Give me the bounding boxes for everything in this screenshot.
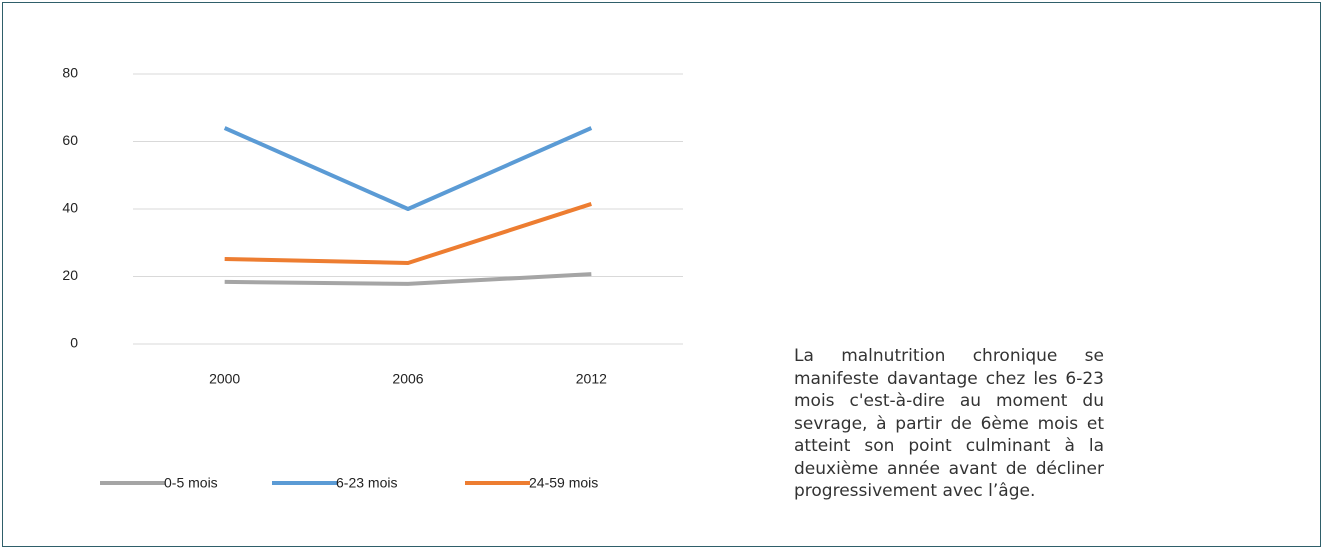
y-tick-label: 0 bbox=[70, 335, 78, 351]
y-tick-label: 60 bbox=[62, 132, 78, 148]
y-tick-label: 80 bbox=[62, 65, 78, 81]
y-tick-label: 20 bbox=[62, 267, 78, 283]
description: La malnutrition chronique se manifeste d… bbox=[794, 346, 1104, 501]
series-line bbox=[223, 126, 593, 211]
series-line bbox=[224, 272, 592, 286]
legend-label: 24-59 mois bbox=[529, 475, 598, 491]
legend-label: 0-5 mois bbox=[164, 475, 218, 491]
legend-label: 6-23 mois bbox=[336, 475, 397, 491]
x-tick-label: 2006 bbox=[392, 371, 423, 387]
chart: 0 20 40 60 80 2000 2006 2012 0-5 mois 6-23 mois 24… bbox=[62, 65, 683, 491]
x-tick-label: 2000 bbox=[209, 371, 240, 387]
y-tick-label: 40 bbox=[62, 200, 78, 216]
x-tick-label: 2012 bbox=[576, 371, 607, 387]
series-line bbox=[224, 202, 592, 265]
